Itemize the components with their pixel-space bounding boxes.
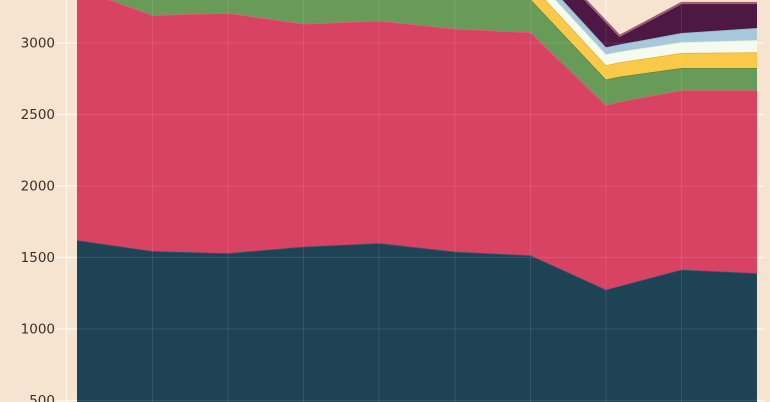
area-band-4-yellow [531,0,757,80]
area-band-2-pink [77,0,757,290]
stacked-areas [76,0,758,402]
y-axis-tick-label: 1500 [21,250,55,266]
area-band-1-dark-teal [77,240,757,402]
area-band-3-green [110,0,757,106]
y-axis-tick-label: 3000 [21,36,55,52]
y-axis-tick-label: 500 [29,393,55,402]
y-axis-labels: 500 1000 1500 2000 2500 3000 [21,36,55,402]
area-band-7-dark-purple [562,0,757,48]
y-axis-tick-label: 2500 [21,107,55,123]
top-edge-band-7-dark-purple [583,0,757,38]
y-axis-tick-label: 1000 [21,322,55,338]
y-axis-ticks [56,42,765,402]
top-edge-band-6-light-blue [561,0,758,49]
y-axis-tick-label: 2000 [21,179,55,195]
top-edge-band-4-yellow [544,0,758,67]
area-band-6-light-blue [555,0,757,55]
area-band-5-off-white [545,0,757,66]
top-edge-band-5-off-white [554,0,758,56]
gridlines-over [77,0,757,402]
